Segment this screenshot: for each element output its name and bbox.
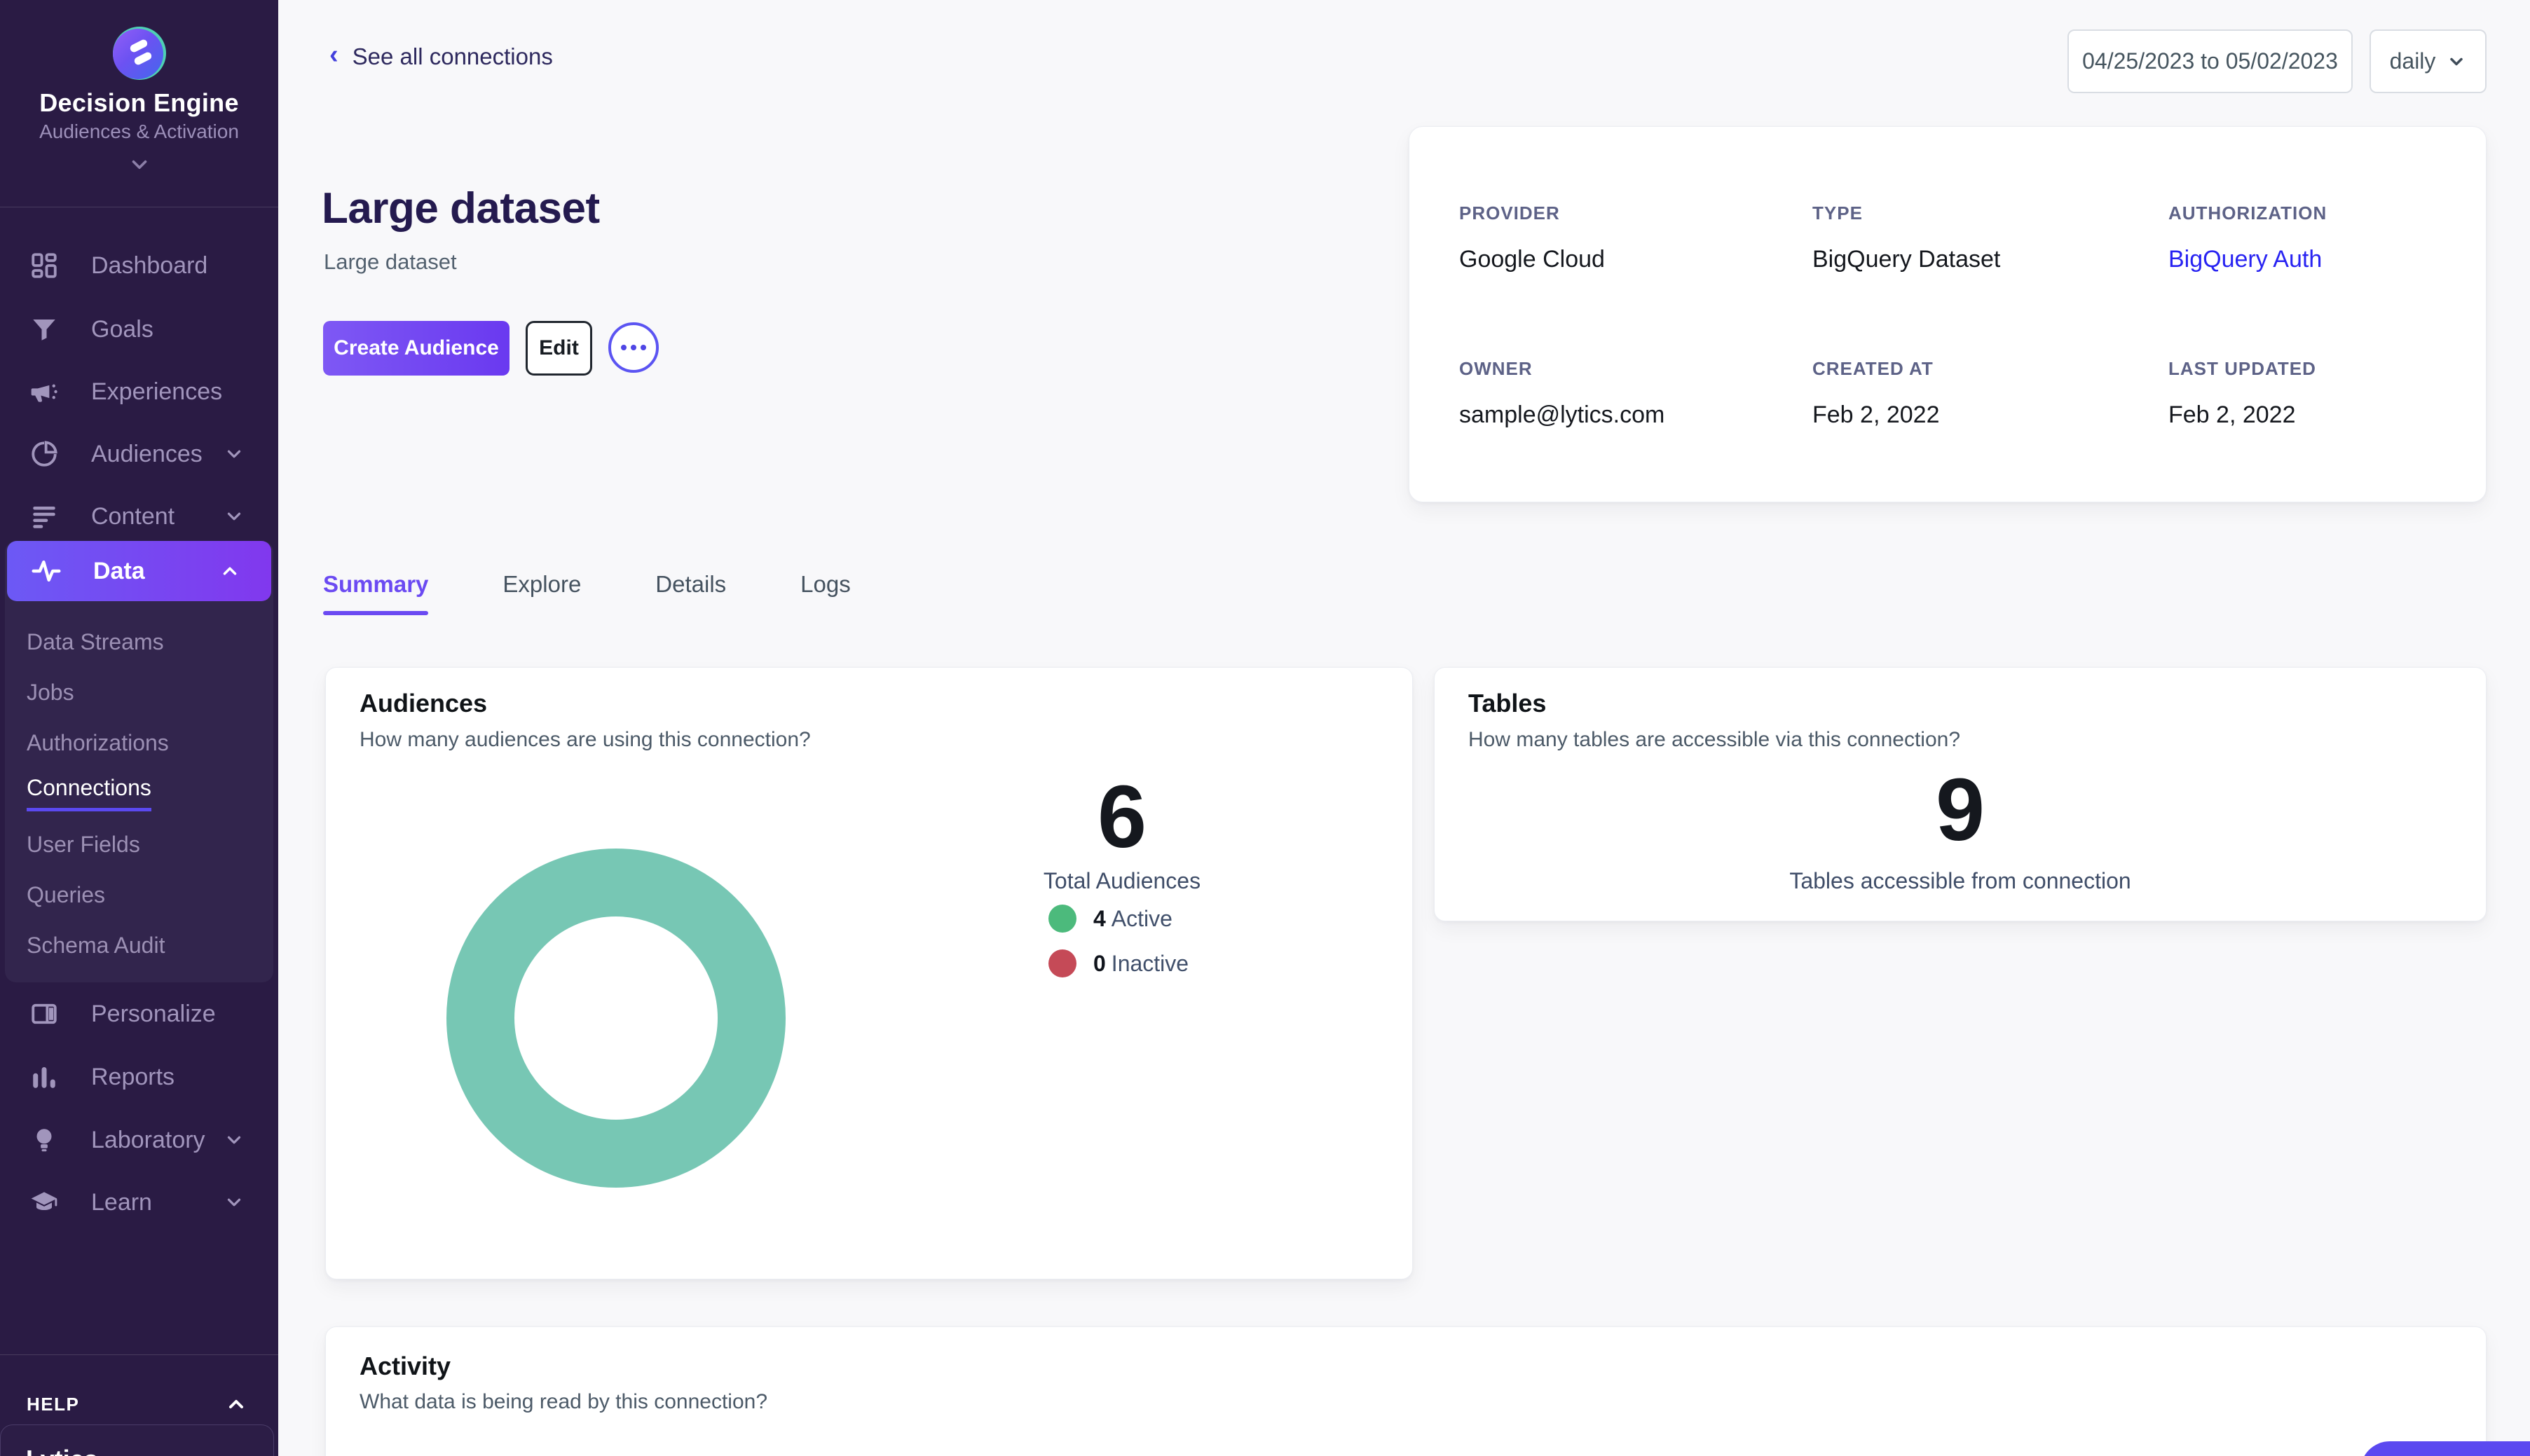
account-name-partial: Lytics — [26, 1445, 273, 1456]
page-title: Large dataset — [322, 184, 600, 233]
tab-summary[interactable]: Summary — [323, 571, 429, 597]
sidebar-subitem-data-streams[interactable]: Data Streams — [27, 629, 164, 654]
legend-item-active: 4 Active — [1048, 905, 1189, 933]
pie-icon — [28, 438, 60, 470]
chevron-left-icon: ‹ — [329, 40, 339, 69]
sidebar-item-goals[interactable]: Goals — [0, 298, 278, 361]
brand-title: Decision Engine — [39, 88, 239, 117]
inactive-dot — [1048, 949, 1076, 977]
date-range-input[interactable]: 04/25/2023 to 05/02/2023 — [2067, 29, 2353, 93]
tables-count-value: 9 — [1935, 760, 1985, 859]
active-dot — [1048, 905, 1076, 933]
tables-count-label: Tables accessible from connection — [1789, 868, 2131, 893]
sidebar-item-reports[interactable]: Reports — [0, 1045, 278, 1108]
authorization-link[interactable]: BigQuery Auth — [2168, 246, 2323, 273]
chevron-down-icon — [224, 444, 245, 465]
dashboard-icon — [28, 249, 60, 282]
tab-logs[interactable]: Logs — [800, 571, 851, 597]
legend-item-inactive: 0 Inactive — [1048, 949, 1189, 977]
sidebar-item-laboratory[interactable]: Laboratory — [0, 1108, 278, 1172]
sidebar-subitem-authorizations[interactable]: Authorizations — [27, 729, 169, 755]
sidebar-subitem-user-fields[interactable]: User Fields — [27, 831, 140, 857]
data-submenu-panel: Data Data Streams Jobs Authorizations Co… — [5, 541, 273, 982]
create-audience-button[interactable]: Create Audience — [323, 321, 510, 376]
tables-card-title: Tables — [1468, 689, 1547, 717]
chevron-down-icon[interactable] — [0, 153, 278, 177]
megaphone-icon — [28, 376, 60, 408]
sidebar-item-experiences[interactable]: Experiences — [0, 360, 278, 423]
sidebar-subitem-jobs[interactable]: Jobs — [27, 679, 74, 705]
sidebar-item-data[interactable]: Data — [7, 541, 271, 601]
pulse-icon — [30, 555, 62, 587]
browser-icon — [28, 998, 60, 1030]
sidebar-subitem-queries[interactable]: Queries — [27, 881, 106, 907]
chevron-up-icon — [219, 561, 240, 582]
activity-card: Activity What data is being read by this… — [325, 1326, 2487, 1456]
sidebar-subitem-schema-audit[interactable]: Schema Audit — [27, 932, 165, 958]
sidebar-item-audiences[interactable]: Audiences — [0, 423, 278, 486]
audiences-card-title: Audiences — [360, 689, 488, 717]
help-toggle[interactable]: HELP — [0, 1378, 278, 1431]
activity-card-title: Activity — [360, 1352, 451, 1380]
tab-explore[interactable]: Explore — [502, 571, 582, 597]
chevron-down-icon — [224, 506, 245, 527]
floating-help-button[interactable] — [2360, 1441, 2530, 1456]
back-to-connections-link[interactable]: ‹ See all connections — [329, 40, 553, 69]
page-subtitle: Large dataset — [324, 249, 457, 274]
brand-subtitle: Audiences & Activation — [39, 121, 239, 142]
funnel-icon — [28, 313, 60, 345]
bar-chart-icon — [28, 1061, 60, 1093]
total-audiences-value: 6 — [1097, 767, 1147, 866]
chevron-down-icon — [224, 1129, 245, 1151]
info-field-provider: Provider Google Cloud — [1459, 202, 1605, 273]
sidebar: Decision Engine Audiences & Activation D… — [0, 0, 278, 1456]
audiences-donut-chart — [446, 849, 786, 1188]
activity-card-subtitle: What data is being read by this connecti… — [360, 1390, 768, 1413]
graduation-cap-icon — [28, 1186, 60, 1218]
granularity-select[interactable]: daily — [2370, 29, 2487, 93]
sidebar-item-learn[interactable]: Learn — [0, 1171, 278, 1234]
decision-engine-logo — [112, 27, 166, 80]
lightbulb-icon — [28, 1124, 60, 1156]
audiences-card-subtitle: How many audiences are using this connec… — [360, 728, 811, 751]
sidebar-item-content[interactable]: Content — [0, 485, 278, 548]
sidebar-divider — [0, 1354, 278, 1355]
info-field-created-at: Created At Feb 2, 2022 — [1812, 358, 1940, 428]
account-panel[interactable]: Lytics — [0, 1424, 274, 1456]
edit-button[interactable]: Edit — [526, 321, 592, 376]
tables-card: Tables How many tables are accessible vi… — [1434, 667, 2487, 921]
chevron-down-icon — [224, 1192, 245, 1213]
sidebar-item-dashboard[interactable]: Dashboard — [0, 234, 278, 297]
active-tab-underline — [323, 611, 428, 615]
more-options-button[interactable] — [608, 322, 659, 373]
connection-info-card: Provider Google Cloud Type BigQuery Data… — [1409, 126, 2487, 502]
tab-details[interactable]: Details — [655, 571, 727, 597]
detail-tabs: Summary Explore Details Logs — [323, 571, 851, 598]
info-field-last-updated: Last Updated Feb 2, 2022 — [2168, 358, 2316, 428]
tables-card-subtitle: How many tables are accessible via this … — [1468, 728, 1961, 751]
brand-block: Decision Engine Audiences & Activation — [0, 27, 278, 177]
chevron-down-icon — [2447, 52, 2466, 71]
sidebar-subitem-connections[interactable]: Connections — [27, 771, 151, 816]
lines-icon — [28, 500, 60, 533]
info-field-type: Type BigQuery Dataset — [1812, 202, 2001, 273]
sidebar-item-personalize[interactable]: Personalize — [0, 982, 278, 1045]
audiences-card: Audiences How many audiences are using t… — [325, 667, 1413, 1279]
audiences-legend: 4 Active 0 Inactive — [1048, 905, 1189, 977]
info-field-owner: Owner sample@lytics.com — [1459, 358, 1665, 428]
info-field-authorization: Authorization BigQuery Auth — [2168, 202, 2327, 273]
chevron-up-icon — [225, 1393, 247, 1415]
total-audiences-label: Total Audiences — [1043, 868, 1201, 893]
